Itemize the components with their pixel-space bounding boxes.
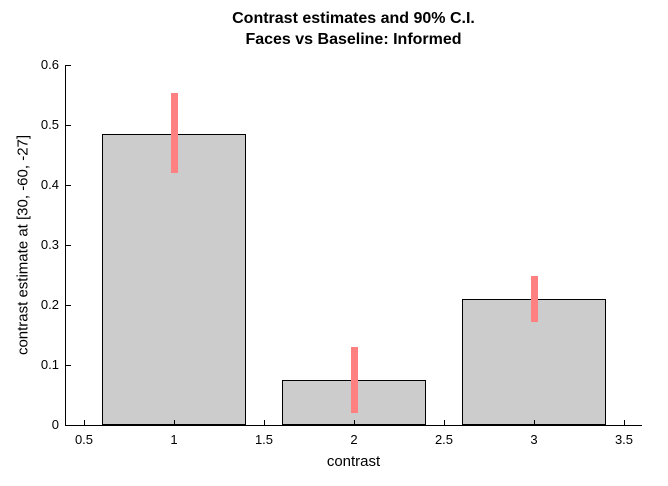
- x-tick-label-0.5: 0.5: [74, 432, 94, 447]
- y-tick-label-0.5: 0.5: [40, 117, 59, 132]
- y-tick-0.3: [66, 244, 71, 246]
- chart-title-line2: Faces vs Baseline: Informed: [245, 31, 462, 48]
- x-tick-label-2.5: 2.5: [434, 432, 454, 447]
- y-tick-0.2: [66, 304, 71, 306]
- y-tick-0.5: [66, 124, 71, 126]
- x-tick-3: [533, 420, 535, 425]
- x-tick-label-2: 2: [350, 432, 358, 447]
- chart-title-line1: Contrast estimates and 90% C.I.: [232, 10, 475, 27]
- plot-area: [65, 64, 642, 426]
- x-tick-label-3: 3: [530, 432, 538, 447]
- x-axis-label: contrast: [326, 453, 381, 470]
- y-tick-label-0.3: 0.3: [40, 237, 59, 252]
- x-tick-label-3.5: 3.5: [614, 432, 634, 447]
- chart-title: Contrast estimates and 90% C.I. Faces vs…: [65, 8, 642, 50]
- x-tick-2: [353, 420, 355, 425]
- y-tick-label-0.4: 0.4: [40, 177, 59, 192]
- x-tick-0.5: [83, 420, 85, 425]
- bar-contrast-1: [102, 134, 246, 425]
- y-tick-0.6: [66, 64, 71, 66]
- y-tick-label-0: 0: [51, 417, 59, 432]
- x-tick-label-1: 1: [170, 432, 178, 447]
- x-tick-label-1.5: 1.5: [254, 432, 274, 447]
- error-bar-contrast-3: [530, 276, 538, 322]
- y-tick-0.1: [66, 364, 71, 366]
- y-tick-label-0.2: 0.2: [40, 297, 59, 312]
- error-bar-contrast-1: [170, 93, 178, 173]
- x-tick-2.5: [443, 420, 445, 425]
- x-tick-1: [173, 420, 175, 425]
- x-tick-1.5: [263, 420, 265, 425]
- y-tick-label-0.1: 0.1: [40, 357, 59, 372]
- y-tick-0.4: [66, 184, 71, 186]
- error-bar-contrast-2: [350, 347, 358, 413]
- y-tick-label-0.6: 0.6: [40, 57, 59, 72]
- y-tick-0: [66, 424, 71, 426]
- x-tick-3.5: [623, 420, 625, 425]
